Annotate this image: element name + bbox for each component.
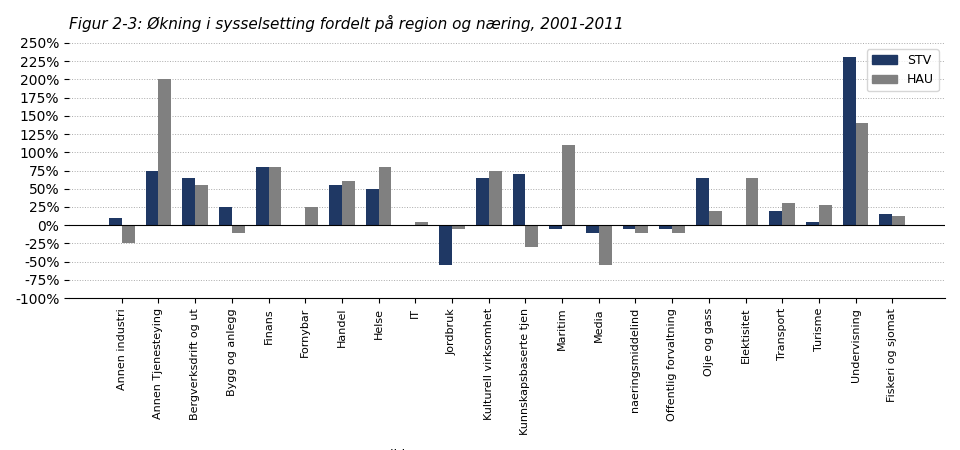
- Bar: [696, 178, 708, 225]
- Legend: STV, HAU: STV, HAU: [867, 49, 939, 91]
- Bar: [636, 225, 648, 233]
- Bar: [513, 174, 525, 225]
- Bar: [879, 214, 893, 225]
- Bar: [269, 167, 281, 225]
- Bar: [108, 218, 122, 225]
- Bar: [416, 221, 428, 225]
- Bar: [672, 225, 685, 233]
- Bar: [769, 211, 782, 225]
- Bar: [231, 225, 245, 233]
- Bar: [122, 225, 134, 243]
- Bar: [525, 225, 539, 247]
- Bar: [599, 225, 612, 266]
- Bar: [439, 225, 452, 266]
- Bar: [623, 225, 636, 229]
- Bar: [305, 207, 318, 225]
- Bar: [843, 58, 855, 225]
- Bar: [182, 178, 195, 225]
- Bar: [746, 178, 758, 225]
- Bar: [782, 203, 795, 225]
- Bar: [806, 221, 819, 225]
- Bar: [489, 171, 501, 225]
- Bar: [708, 211, 722, 225]
- Text: Figur 2-3: Økning i sysselsetting fordelt på region og næring, 2001-2011: Figur 2-3: Økning i sysselsetting fordel…: [69, 15, 624, 32]
- Bar: [158, 79, 171, 225]
- Bar: [549, 225, 563, 229]
- Bar: [563, 145, 575, 225]
- Bar: [452, 225, 465, 229]
- Text: Kilde: SSB og BI: Kilde: SSB og BI: [382, 449, 482, 450]
- Bar: [255, 167, 269, 225]
- Bar: [219, 207, 231, 225]
- Bar: [660, 225, 672, 229]
- Bar: [855, 123, 869, 225]
- Bar: [893, 216, 905, 225]
- Bar: [195, 185, 208, 225]
- Bar: [476, 178, 489, 225]
- Bar: [146, 171, 158, 225]
- Bar: [378, 167, 392, 225]
- Bar: [366, 189, 378, 225]
- Bar: [586, 225, 599, 233]
- Bar: [819, 205, 831, 225]
- Bar: [329, 185, 342, 225]
- Bar: [342, 181, 355, 225]
